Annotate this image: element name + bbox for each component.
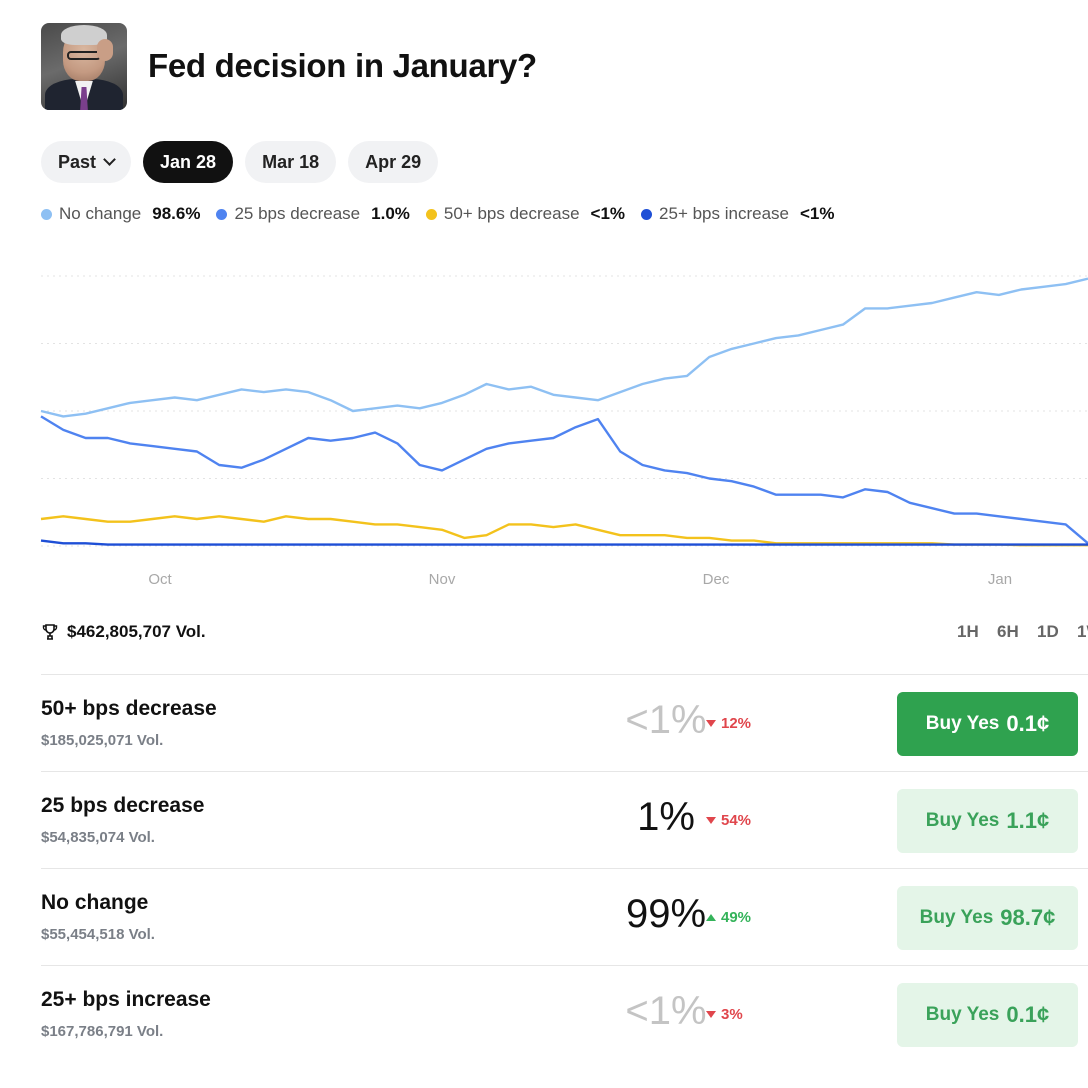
legend-dot-icon <box>641 208 653 220</box>
legend-item-50-bps-decrease: 50+ bps decrease <1% <box>425 204 626 224</box>
tab-past[interactable]: Past <box>41 141 132 183</box>
legend-dot-icon <box>216 208 228 220</box>
outcome-change: 54% <box>706 812 751 829</box>
series-line-no-change <box>40 277 1088 418</box>
outcome-row-50-bps-decrease[interactable]: 50+ bps decrease $185,025,071 Vol. <1% 1… <box>41 674 1088 771</box>
tab-apr-29-label: Apr 29 <box>365 151 422 172</box>
buy-label: Buy Yes <box>925 810 1000 831</box>
legend-value: <1% <box>590 204 626 223</box>
tab-apr-29[interactable]: Apr 29 <box>348 141 439 183</box>
tab-mar-18-label: Mar 18 <box>262 151 320 172</box>
chevron-down-icon <box>103 153 116 166</box>
legend-item-25-bps-decrease: 25 bps decrease 1.0% <box>216 204 410 224</box>
outcome-change: 12% <box>706 715 751 732</box>
tab-mar-18[interactable]: Mar 18 <box>245 141 337 183</box>
buy-label: Buy Yes <box>925 713 1000 734</box>
outcome-percent: 1% <box>637 795 695 839</box>
outcome-volume: $54,835,074 Vol. <box>41 829 155 846</box>
outcome-percent: 99% <box>625 892 707 936</box>
buy-yes-button[interactable]: Buy Yes 1.1¢ <box>897 789 1078 853</box>
outcome-name: 25 bps decrease <box>41 794 205 817</box>
buy-price: 1.1¢ <box>1006 808 1050 833</box>
legend-label: No change <box>59 204 142 223</box>
x-tick-label: Dec <box>703 571 730 588</box>
buy-label: Buy Yes <box>919 907 994 928</box>
total-volume-value: $462,805,707 Vol. <box>67 622 206 641</box>
legend-value: 98.6% <box>152 204 201 223</box>
outcome-change-value: 3% <box>721 1006 743 1023</box>
outcome-volume: $167,786,791 Vol. <box>41 1023 164 1040</box>
buy-yes-button[interactable]: Buy Yes 98.7¢ <box>897 886 1078 950</box>
outcome-change-value: 12% <box>721 715 752 732</box>
legend-dot-icon <box>425 208 437 220</box>
outcome-change-value: 54% <box>721 812 752 829</box>
legend-label: 25+ bps increase <box>659 204 789 223</box>
legend-item-no-change: No change 98.6% <box>41 204 200 224</box>
range-1w[interactable]: 1W <box>1077 622 1088 641</box>
outcome-change: 3% <box>706 1006 743 1023</box>
range-1h[interactable]: 1H <box>957 622 979 641</box>
date-tabs: Past Jan 28 Mar 18 Apr 29 <box>41 141 439 183</box>
outcome-name: No change <box>41 891 149 914</box>
triangle-down-icon <box>706 817 716 824</box>
trophy-icon <box>42 624 58 640</box>
legend-value: 1.0% <box>371 204 410 223</box>
triangle-down-icon <box>706 720 716 727</box>
legend-item-25-bps-increase: 25+ bps increase <1% <box>641 204 834 224</box>
range-6h[interactable]: 6H <box>997 622 1019 641</box>
x-tick-label: Jan <box>988 571 1012 588</box>
series-line-25-bps-increase <box>40 539 1088 546</box>
legend-value: <1% <box>799 204 835 223</box>
buy-price: 98.7¢ <box>1000 905 1056 930</box>
price-chart[interactable]: Oct Nov Dec Jan <box>0 240 1088 600</box>
market-avatar <box>41 22 127 110</box>
outcome-volume: $55,454,518 Vol. <box>41 926 155 943</box>
outcome-change-value: 49% <box>721 909 752 926</box>
outcome-name: 50+ bps decrease <box>41 697 217 720</box>
series-line-50-bps-decrease <box>40 515 1088 547</box>
market-title: Fed decision in January? <box>148 47 537 84</box>
tab-jan-28[interactable]: Jan 28 <box>143 141 234 183</box>
outcomes-list: 50+ bps decrease $185,025,071 Vol. <1% 1… <box>41 674 1088 1062</box>
outcome-percent: <1% <box>625 698 707 742</box>
tab-jan-28-label: Jan 28 <box>160 151 217 172</box>
total-volume: $462,805,707 Vol. <box>41 622 206 642</box>
market-header: Fed decision in January? <box>41 22 537 110</box>
outcome-row-25-bps-increase[interactable]: 25+ bps increase $167,786,791 Vol. <1% 3… <box>41 965 1088 1062</box>
legend-dot-icon <box>41 208 52 220</box>
triangle-down-icon <box>706 1011 716 1018</box>
outcome-row-no-change[interactable]: No change $55,454,518 Vol. 99% 49% Buy Y… <box>41 868 1088 965</box>
buy-price: 0.1¢ <box>1006 1002 1050 1027</box>
tab-past-label: Past <box>58 151 97 172</box>
outcome-percent: <1% <box>625 989 707 1033</box>
time-range-tabs: 1H 6H 1D 1W <box>957 622 1088 642</box>
buy-price: 0.1¢ <box>1006 711 1050 736</box>
outcome-volume: $185,025,071 Vol. <box>41 732 164 749</box>
chart-legend: No change 98.6% 25 bps decrease 1.0% 50+… <box>41 204 834 224</box>
outcome-name: 25+ bps increase <box>41 988 211 1011</box>
x-tick-label: Nov <box>429 571 456 588</box>
triangle-up-icon <box>706 914 716 921</box>
buy-yes-button[interactable]: Buy Yes 0.1¢ <box>897 983 1078 1047</box>
series-line-25-bps-decrease <box>40 415 1088 545</box>
legend-label: 25 bps decrease <box>234 204 361 223</box>
outcome-row-25-bps-decrease[interactable]: 25 bps decrease $54,835,074 Vol. 1% 54% … <box>41 771 1088 868</box>
buy-label: Buy Yes <box>925 1004 1000 1025</box>
x-tick-label: Oct <box>148 571 172 588</box>
legend-label: 50+ bps decrease <box>443 204 580 223</box>
buy-yes-button[interactable]: Buy Yes 0.1¢ <box>897 692 1078 756</box>
outcome-change: 49% <box>706 909 751 926</box>
range-1d[interactable]: 1D <box>1037 622 1059 641</box>
